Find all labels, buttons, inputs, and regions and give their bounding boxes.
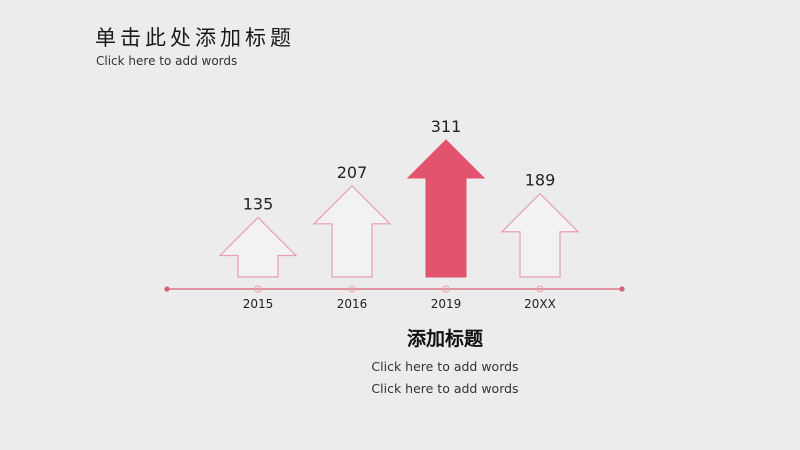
page-subtitle: Click here to add words: [96, 54, 238, 68]
text-block-line-1: Click here to add words: [371, 359, 519, 374]
axis-marker-2015: [254, 285, 262, 293]
text-block-title: 添加标题: [406, 328, 483, 350]
tick-label-2019: 2019: [431, 297, 462, 311]
axis-marker-2019: [442, 285, 450, 293]
tick-label-2015: 2015: [243, 297, 274, 311]
axis-marker-2016: [348, 285, 356, 293]
tick-label-20XX: 20XX: [524, 297, 556, 311]
text-block-line-2: Click here to add words: [371, 381, 519, 396]
arrow-bar-2016: [312, 184, 392, 278]
arrow-bar-20XX: [500, 192, 580, 278]
value-label-2015: 135: [243, 195, 274, 214]
value-label-2016: 207: [337, 163, 368, 182]
arrow-bar-2019: [406, 139, 486, 278]
timeline-end-right: [619, 286, 625, 292]
tick-label-2016: 2016: [337, 297, 368, 311]
axis-marker-20XX: [536, 285, 544, 293]
timeline-end-left: [164, 286, 170, 292]
page-title: 单击此处添加标题: [95, 26, 295, 50]
value-label-2019: 311: [431, 117, 462, 136]
arrow-bar-2015: [218, 216, 298, 278]
value-label-20XX: 189: [525, 171, 556, 190]
